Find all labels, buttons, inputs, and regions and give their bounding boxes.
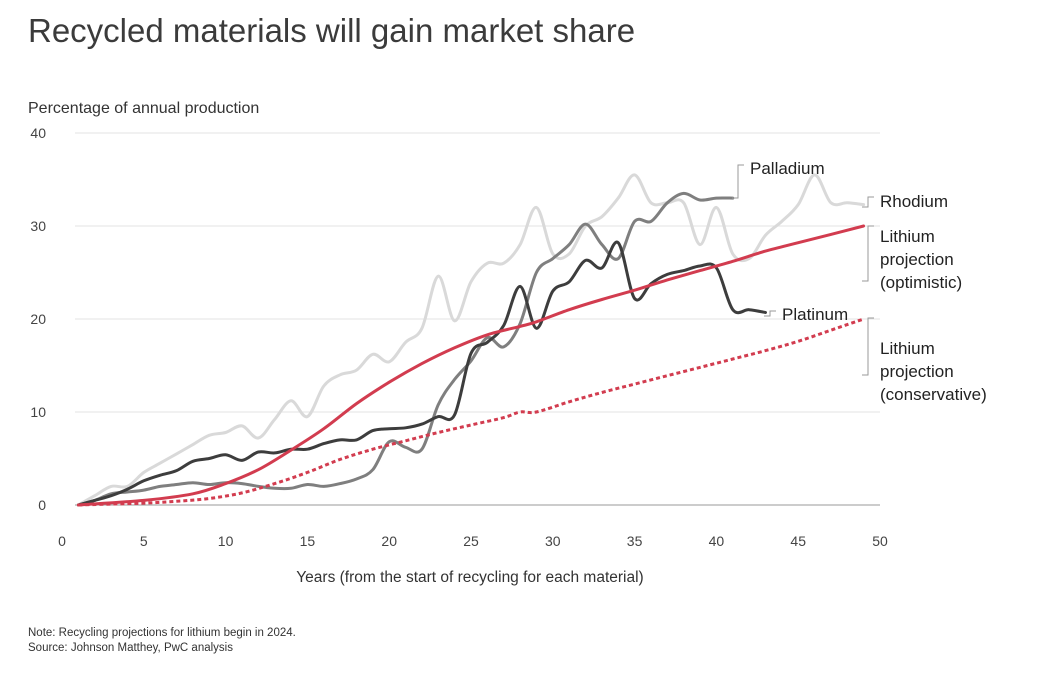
- x-tick-label: 30: [545, 533, 561, 549]
- x-tick-label: 25: [463, 533, 479, 549]
- x-tick-label: 15: [300, 533, 316, 549]
- y-tick-label: 40: [30, 125, 46, 141]
- label-leader: [862, 225, 874, 282]
- y-axis-ticks: 0 10 20 30 40: [30, 125, 46, 513]
- label-leader: [862, 317, 874, 376]
- series-labels: Rhodium Palladium Platinum Lithium projectio…: [732, 159, 987, 404]
- x-tick-label: 20: [381, 533, 397, 549]
- y-tick-label: 0: [38, 497, 46, 513]
- series-label: projection: [880, 362, 954, 381]
- label-leader: [732, 164, 744, 199]
- series-label: projection: [880, 250, 954, 269]
- x-tick-label: 0: [58, 533, 66, 549]
- series-label: Palladium: [750, 159, 825, 178]
- x-tick-label: 45: [790, 533, 806, 549]
- x-axis-ticks: 0 5 10 15 20 25 30 35 40 45 50: [58, 533, 888, 549]
- y-axis-label: Percentage of annual production: [28, 100, 260, 117]
- y-tick-label: 20: [30, 311, 46, 327]
- series-label: (conservative): [880, 385, 987, 404]
- x-tick-label: 5: [140, 533, 148, 549]
- series-line-palladium: [76, 191, 735, 507]
- series-line-rhodium: [76, 173, 866, 507]
- gridlines: [75, 132, 880, 506]
- note-text: Note: Recycling projections for lithium …: [28, 627, 296, 639]
- chart-title: Recycled materials will gain market shar…: [28, 12, 636, 49]
- x-tick-label: 10: [218, 533, 234, 549]
- x-tick-label: 40: [709, 533, 725, 549]
- x-axis-label: Years (from the start of recycling for e…: [296, 569, 643, 586]
- series-label: Rhodium: [880, 192, 948, 211]
- series-label: (optimistic): [880, 273, 962, 292]
- series-label: Platinum: [782, 305, 848, 324]
- x-tick-label: 35: [627, 533, 643, 549]
- label-leader: [764, 310, 776, 317]
- source-text: Source: Johnson Matthey, PwC analysis: [28, 642, 233, 654]
- series-label: Lithium: [880, 227, 935, 246]
- label-leader: [862, 196, 874, 208]
- series-lines: [76, 173, 866, 507]
- x-tick-label: 50: [872, 533, 888, 549]
- series-label: Lithium: [880, 339, 935, 358]
- y-tick-label: 30: [30, 218, 46, 234]
- y-tick-label: 10: [30, 404, 46, 420]
- series-line-lithium-projection-optimistic: [76, 224, 866, 507]
- series-line-lithium-projection-conservative: [78, 317, 865, 507]
